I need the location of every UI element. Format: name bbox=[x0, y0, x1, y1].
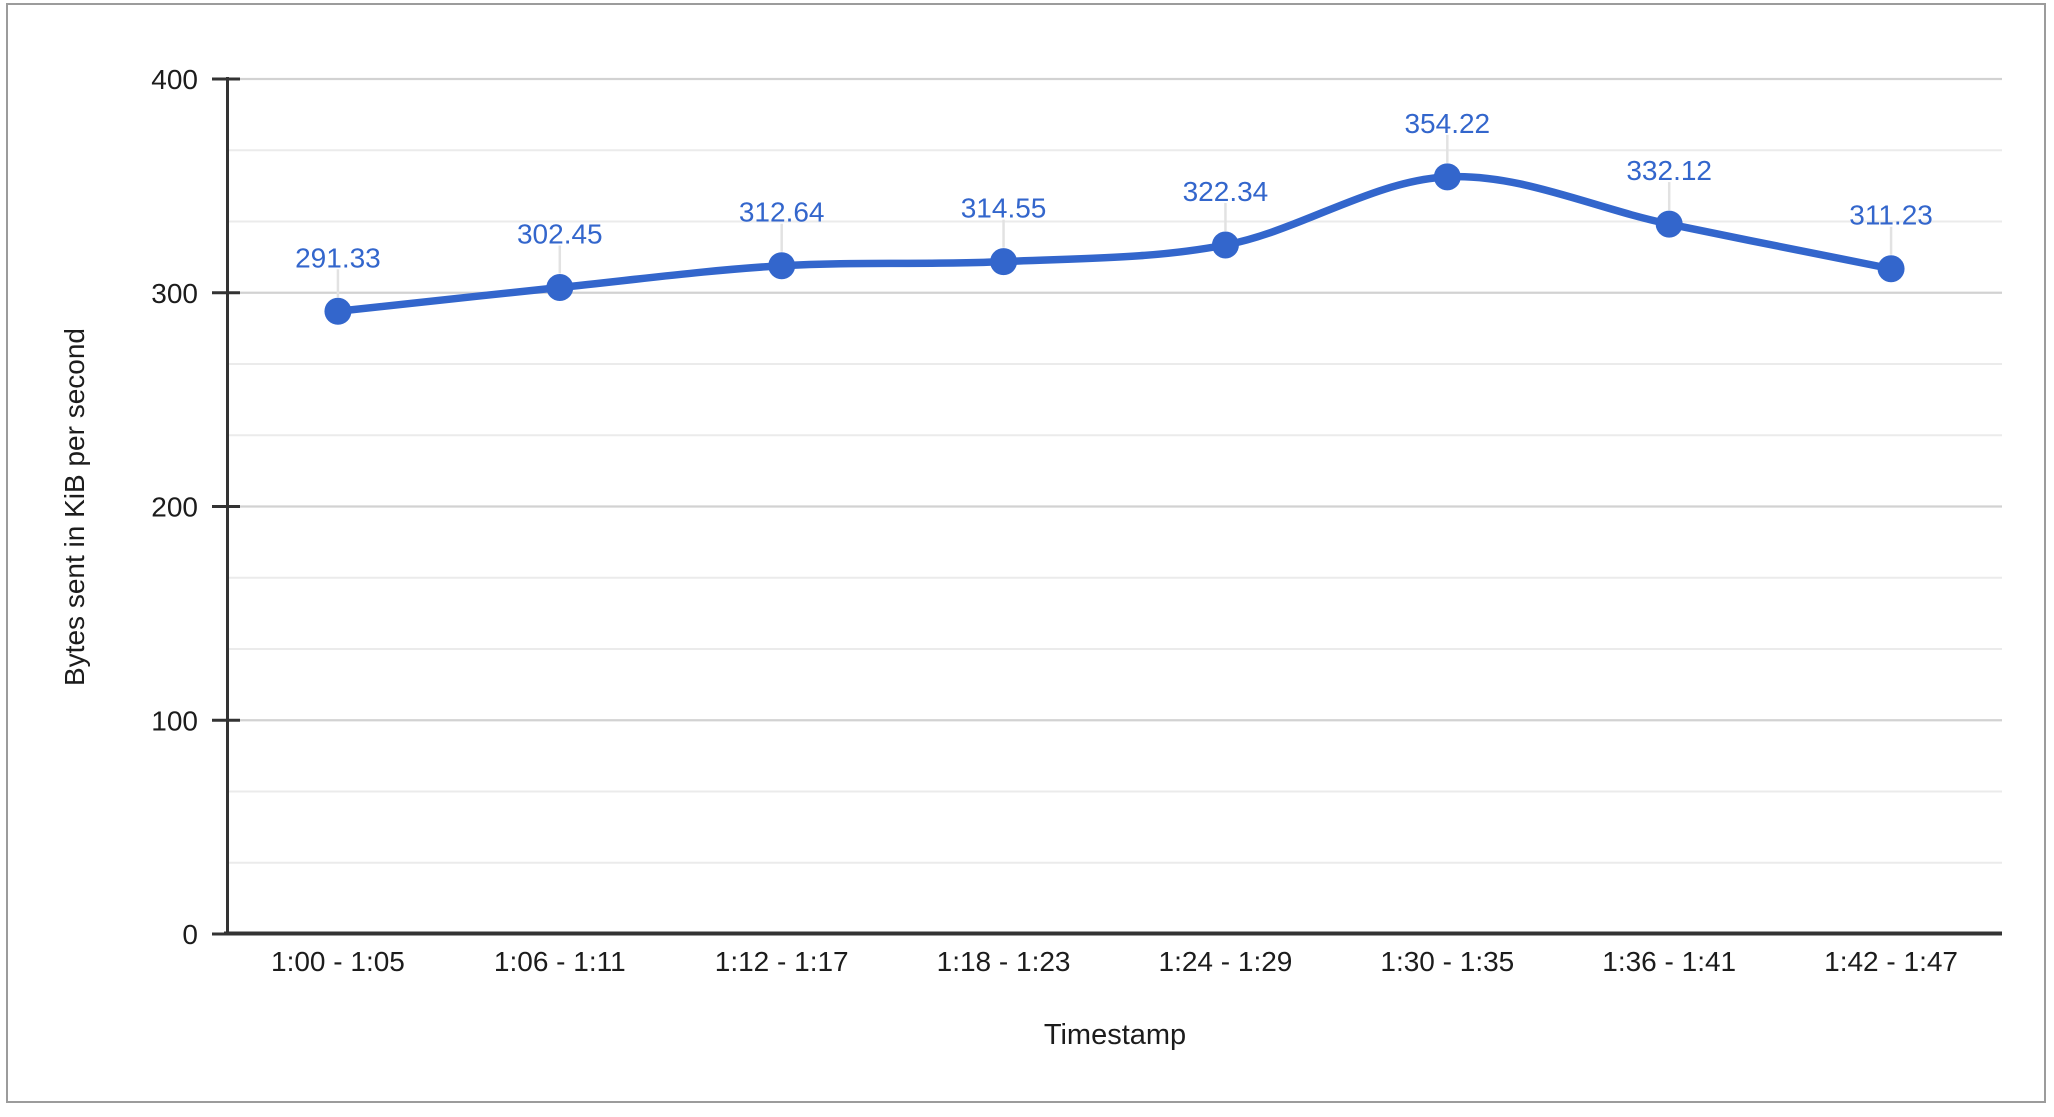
x-tick-label: 1:30 - 1:35 bbox=[1380, 946, 1514, 977]
y-tick-label: 300 bbox=[151, 278, 198, 309]
data-point-marker bbox=[1212, 231, 1239, 258]
y-tick-label: 400 bbox=[151, 64, 198, 95]
x-tick-label: 1:00 - 1:05 bbox=[271, 946, 405, 977]
line-chart: 291.33 302.45 312.64 314.55 322.34 354.22 332.… bbox=[8, 5, 2054, 1117]
x-tick-label: 1:12 - 1:17 bbox=[715, 946, 849, 977]
x-tick-label: 1:24 - 1:29 bbox=[1159, 946, 1293, 977]
data-point-marker bbox=[768, 252, 795, 279]
y-axis-title: Bytes sent in KiB per second bbox=[59, 328, 91, 686]
chart-frame: 291.33 302.45 312.64 314.55 322.34 354.22 332.… bbox=[6, 3, 2046, 1103]
data-point-marker bbox=[546, 274, 573, 301]
y-tick-label: 100 bbox=[151, 705, 198, 736]
data-point-marker bbox=[1878, 255, 1905, 282]
data-point-label: 322.34 bbox=[1183, 176, 1269, 207]
data-point-label: 354.22 bbox=[1404, 108, 1490, 139]
x-tick-label: 1:06 - 1:11 bbox=[494, 946, 626, 977]
x-tick-label: 1:36 - 1:41 bbox=[1602, 946, 1736, 977]
data-point-label: 291.33 bbox=[295, 242, 381, 273]
data-point-marker bbox=[1434, 163, 1461, 190]
x-tick-label: 1:42 - 1:47 bbox=[1824, 946, 1958, 977]
data-point-label: 314.55 bbox=[961, 193, 1047, 224]
data-point-label: 302.45 bbox=[517, 219, 603, 250]
data-point-label: 332.12 bbox=[1626, 155, 1712, 186]
data-point-label: 311.23 bbox=[1849, 200, 1933, 231]
data-point-marker bbox=[324, 298, 351, 325]
y-tick-label: 0 bbox=[182, 919, 198, 950]
x-tick-label: 1:18 - 1:23 bbox=[937, 946, 1071, 977]
data-point-marker bbox=[1656, 211, 1683, 238]
data-point-marker bbox=[990, 248, 1017, 275]
data-point-label: 312.64 bbox=[739, 197, 825, 228]
x-axis-title: Timestamp bbox=[227, 1019, 2003, 1052]
y-tick-label: 200 bbox=[151, 492, 198, 523]
